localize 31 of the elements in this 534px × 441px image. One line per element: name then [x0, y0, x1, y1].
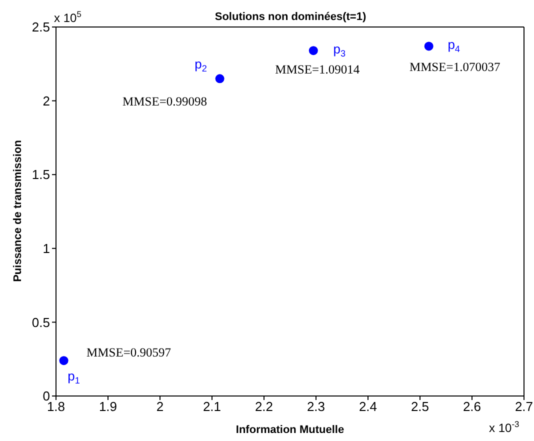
annotation: p$_{2}$	[194, 56, 207, 74]
x-tick-label: 2.7	[514, 399, 534, 414]
y-tick-label: 1.5	[32, 167, 50, 182]
text: x 10$^{-3}$	[489, 419, 520, 435]
point	[215, 74, 224, 84]
point	[59, 356, 68, 366]
text: x 10$^{5}$	[54, 9, 82, 25]
y-tick-label: 1	[42, 241, 50, 256]
annotation: MMSE=0.99098	[122, 94, 208, 109]
x-tick-label: 2.3	[306, 399, 326, 414]
y-axis-title: Puissance de transmission	[12, 140, 24, 282]
x-tick-label: 2.2	[254, 399, 274, 414]
annotation: p$_{3}$	[333, 41, 346, 59]
x-tick-label: 2.1	[202, 399, 222, 414]
x-axis-title: Information Mutuelle	[236, 424, 344, 436]
point	[424, 42, 434, 51]
annotation: p$_{1}$	[68, 368, 80, 386]
y-tick-label: 2	[42, 93, 50, 108]
x-tick-label: 1.9	[98, 399, 118, 414]
annotation: MMSE=0.90597	[86, 346, 172, 360]
y-tick-label: 2.5	[32, 20, 50, 35]
x-tick-label: 2.6	[462, 399, 482, 414]
annotation: MMSE=1.070037	[409, 60, 500, 74]
x-tick-label: 2.5	[410, 399, 430, 414]
y-tick-label: 0.5	[32, 314, 50, 330]
annotation: MMSE=1.09014	[275, 62, 360, 77]
point	[308, 46, 318, 56]
x-tick-label: 2	[156, 399, 164, 414]
chart-title: Solutions non dominées(t=1)	[214, 11, 366, 23]
x-tick-label: 2.4	[358, 399, 378, 414]
annotation: p$_{4}$	[448, 36, 460, 54]
